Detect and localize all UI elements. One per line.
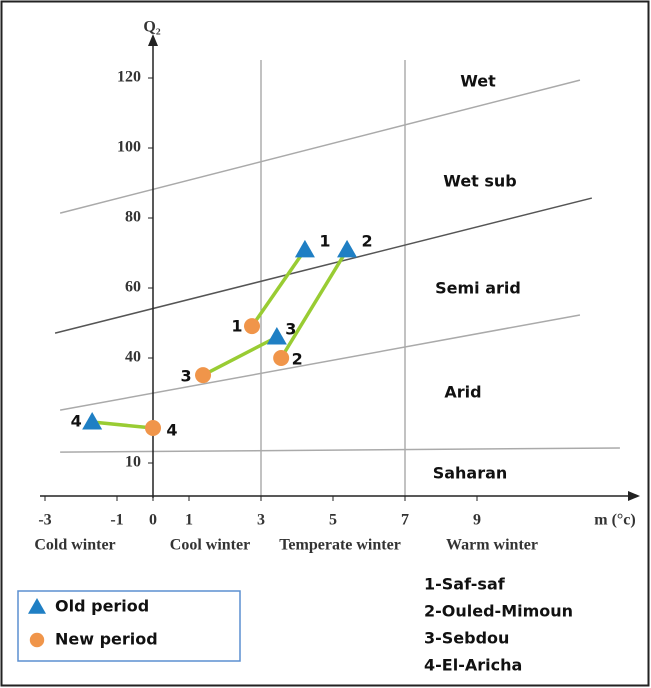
circle-marker xyxy=(145,420,161,436)
x-axis-arrow xyxy=(628,491,640,501)
connector xyxy=(279,248,349,359)
legend-label: New period xyxy=(55,630,158,649)
winter-label: Cold winter xyxy=(34,537,115,554)
y-tick-label: 10 xyxy=(125,454,141,471)
station-label: 3-Sebdou xyxy=(424,629,509,648)
zone-label: Wet sub xyxy=(443,172,517,191)
zone-label: Semi arid xyxy=(435,279,521,298)
x-tick-label: -1 xyxy=(110,512,123,529)
zone-boundary xyxy=(59,79,581,214)
triangle-marker xyxy=(82,412,103,430)
point-label: 3 xyxy=(285,320,296,339)
y-tick-label: 60 xyxy=(125,279,141,296)
x-tick-label: 3 xyxy=(257,512,265,529)
triangle-marker xyxy=(294,239,315,258)
circle-marker xyxy=(244,318,260,335)
triangle-marker xyxy=(266,327,287,345)
y-axis-arrow xyxy=(148,34,158,46)
x-tick-label: 9 xyxy=(473,512,481,529)
triangle-marker xyxy=(337,239,358,258)
point-label: 4 xyxy=(166,421,177,440)
circle-marker xyxy=(29,632,45,648)
station-label: 4-El-Aricha xyxy=(424,656,522,675)
y-tick-label: 120 xyxy=(117,69,141,86)
station-label: 2-Ouled-Mimoun xyxy=(424,602,573,621)
circle-marker xyxy=(273,350,290,366)
point-label: 1 xyxy=(231,317,242,336)
y-tick-label: 40 xyxy=(125,349,141,366)
point-label: 3 xyxy=(180,367,191,386)
point-label: 1 xyxy=(319,231,330,250)
x-axis-label: m (°c) xyxy=(594,512,635,529)
zone-label: Arid xyxy=(444,383,481,402)
connector xyxy=(202,335,278,377)
zone-boundary xyxy=(59,314,581,411)
winter-label: Cool winter xyxy=(170,537,250,554)
y-tick-label: 100 xyxy=(117,139,141,156)
triangle-marker xyxy=(28,598,46,614)
point-label: 2 xyxy=(292,350,303,369)
zone-label: Wet xyxy=(460,72,496,91)
point-label: 2 xyxy=(361,231,372,250)
winter-label: Temperate winter xyxy=(279,537,401,554)
connector xyxy=(250,248,307,328)
x-tick-label: 1 xyxy=(185,512,193,529)
point-label: 4 xyxy=(71,412,82,431)
y-tick-label: 80 xyxy=(125,209,141,226)
x-tick-label: 5 xyxy=(329,512,337,529)
connector xyxy=(91,420,154,430)
y-axis-label: Q₂ xyxy=(143,19,160,36)
legend-box xyxy=(17,590,241,662)
station-label: 1-Saf-saf xyxy=(424,575,506,594)
winter-label: Warm winter xyxy=(446,537,538,554)
circle-marker xyxy=(195,367,212,384)
x-tick-label: 0 xyxy=(149,512,157,529)
legend-label: Old period xyxy=(55,597,149,616)
x-tick-label: 7 xyxy=(401,512,409,529)
zone-label: Saharan xyxy=(433,464,508,483)
x-tick-label: -3 xyxy=(38,512,51,529)
zone-boundary xyxy=(54,197,593,334)
